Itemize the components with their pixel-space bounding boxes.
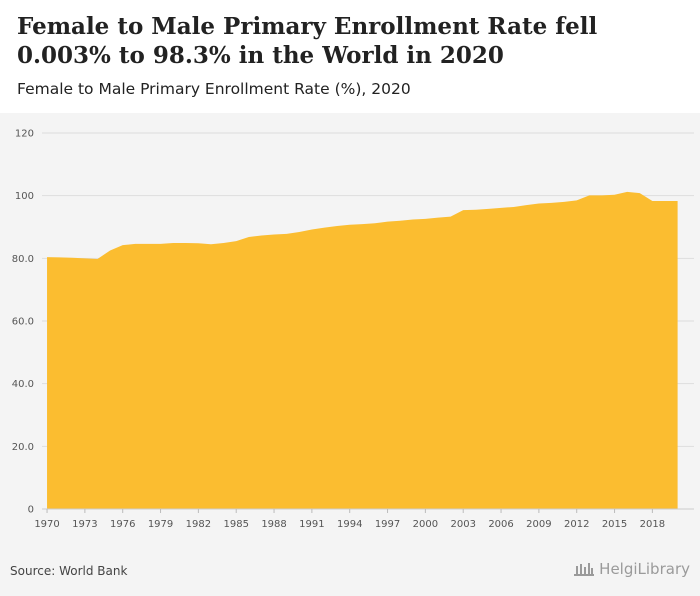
chart-title: Female to Male Primary Enrollment Rate f… [17, 13, 598, 69]
x-tick-label: 1973 [72, 519, 97, 530]
chart-subtitle: Female to Male Primary Enrollment Rate (… [17, 80, 411, 98]
chart-header: Female to Male Primary Enrollment Rate f… [0, 0, 700, 113]
x-tick-label: 1985 [223, 519, 248, 530]
x-tick-label: 2018 [640, 519, 665, 530]
x-tick-label: 1997 [375, 519, 400, 530]
area-series [47, 191, 678, 509]
brand-logo: HelgiLibrary [573, 560, 690, 578]
x-tick-label: 2003 [450, 519, 475, 530]
y-tick-label: 40.0 [12, 379, 34, 390]
y-tick-label: 20.0 [12, 442, 34, 453]
x-tick-label: 2012 [564, 519, 589, 530]
y-tick-label: 0 [28, 505, 34, 516]
x-tick-label: 1988 [261, 519, 286, 530]
y-tick-label: 120 [15, 129, 34, 140]
x-tick-label: 1991 [299, 519, 324, 530]
x-tick-label: 1979 [148, 519, 173, 530]
x-tick-label: 1982 [186, 519, 211, 530]
source-note: Source: World Bank [10, 564, 128, 578]
x-tick-label: 2009 [526, 519, 551, 530]
x-tick-label: 2006 [488, 519, 513, 530]
x-tick-label: 2000 [413, 519, 438, 530]
y-tick-label: 100 [15, 191, 34, 202]
x-tick-label: 1994 [337, 519, 362, 530]
x-tick-label: 1970 [34, 519, 59, 530]
x-tick-label: 2015 [602, 519, 627, 530]
brand-name: HelgiLibrary [599, 560, 690, 578]
x-tick-label: 1976 [110, 519, 135, 530]
y-tick-label: 60.0 [12, 317, 34, 328]
library-icon [574, 563, 595, 576]
y-tick-label: 80.0 [12, 254, 34, 265]
